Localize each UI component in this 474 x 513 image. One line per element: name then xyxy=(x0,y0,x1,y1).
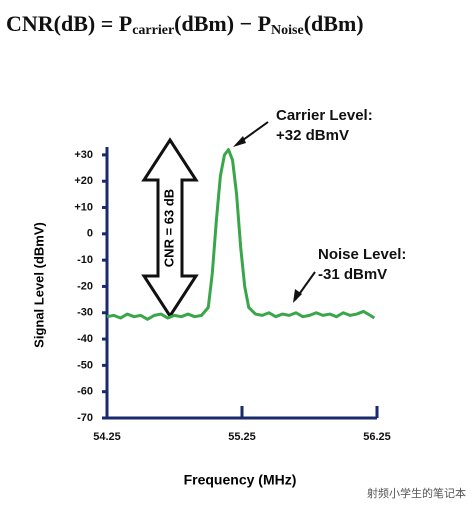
formula-part: CNR(dB) = P xyxy=(6,11,132,36)
annotation: -31 dBmV xyxy=(318,266,387,283)
y-axis-label: Signal Level (dBmV) xyxy=(31,222,46,348)
formula-sub: carrier xyxy=(132,23,174,38)
x-axis-label: Frequency (MHz) xyxy=(184,472,297,488)
annotation: +32 dBmV xyxy=(276,127,349,144)
formula-part: (dBm) xyxy=(304,11,364,36)
watermark: 射频小学生的笔记本 xyxy=(367,486,466,500)
y-tick-label: 0 xyxy=(87,228,93,240)
y-tick-label: -60 xyxy=(77,386,93,398)
y-tick-label: -20 xyxy=(77,280,93,292)
noise-pointer-head xyxy=(293,289,302,303)
x-tick-label: 56.25 xyxy=(363,431,391,443)
spectrum-line xyxy=(106,148,376,321)
annotation: Carrier Level: xyxy=(276,107,373,124)
y-tick-label: -40 xyxy=(77,333,93,345)
y-tick-label: -10 xyxy=(77,254,93,266)
cnr-label: CNR = 63 dB xyxy=(161,189,176,267)
x-tick-label: 55.25 xyxy=(228,431,256,443)
y-tick-label: -30 xyxy=(77,307,93,319)
y-tick-label: -50 xyxy=(77,359,93,371)
y-tick-label: +20 xyxy=(74,175,93,187)
y-tick-label: +10 xyxy=(74,201,93,213)
x-tick-label: 54.25 xyxy=(93,431,121,443)
formula-part: (dBm) − P xyxy=(174,11,271,36)
y-tick-label: +30 xyxy=(74,149,93,161)
formula: CNR(dB) = Pcarrier(dBm) − PNoise(dBm) xyxy=(6,11,364,38)
formula-sub: Noise xyxy=(271,23,304,38)
y-tick-label: -70 xyxy=(77,412,93,424)
carrier-pointer-head xyxy=(233,136,246,147)
annotation: Noise Level: xyxy=(318,246,406,263)
